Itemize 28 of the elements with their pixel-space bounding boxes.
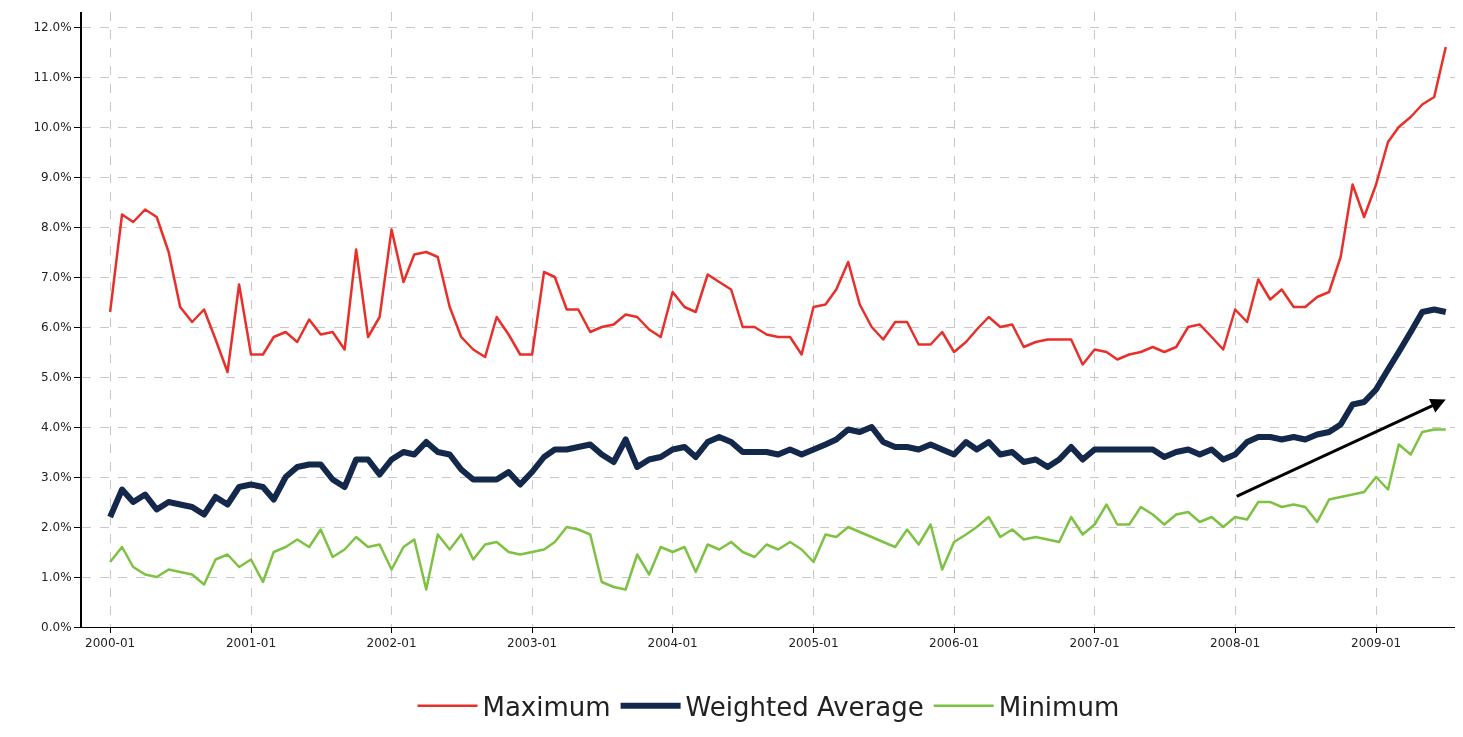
y-tick-label: 4.0%: [41, 420, 72, 435]
legend-label: Weighted Average: [685, 691, 924, 722]
y-tick-label: 12.0%: [33, 20, 72, 35]
y-tick-label: 8.0%: [41, 220, 72, 235]
x-tick-label: 2003-01: [507, 636, 558, 651]
y-tick-label: 1.0%: [41, 570, 72, 585]
y-tick-label: 6.0%: [41, 320, 72, 335]
x-tick-label: 2005-01: [788, 636, 839, 651]
x-tick-label: 2009-01: [1351, 636, 1402, 651]
y-tick-label: 2.0%: [41, 520, 72, 535]
line-series: [108, 45, 1448, 374]
y-tick-label: 10.0%: [33, 120, 72, 135]
x-tick-label: 2007-01: [1069, 636, 1120, 651]
x-tick-label: 2001-01: [225, 636, 277, 651]
y-tick-label: 3.0%: [41, 470, 72, 485]
y-tick-label: 5.0%: [41, 370, 72, 385]
x-tick-label: 2004-01: [647, 636, 698, 651]
line-series: [108, 428, 1448, 591]
x-tick-label: 2002-01: [366, 636, 417, 651]
y-tick-label: 0.0%: [41, 620, 72, 635]
x-tick-label: 2008-01: [1210, 636, 1261, 651]
y-tick-label: 11.0%: [33, 70, 72, 85]
y-tick-label: 7.0%: [41, 270, 72, 285]
y-tick-label: 9.0%: [41, 170, 72, 185]
legend-label: Minimum: [998, 691, 1120, 722]
legend-label: Maximum: [482, 691, 611, 722]
x-tick-label: 2006-01: [929, 636, 980, 651]
x-tick-label: 2000-01: [85, 636, 136, 651]
